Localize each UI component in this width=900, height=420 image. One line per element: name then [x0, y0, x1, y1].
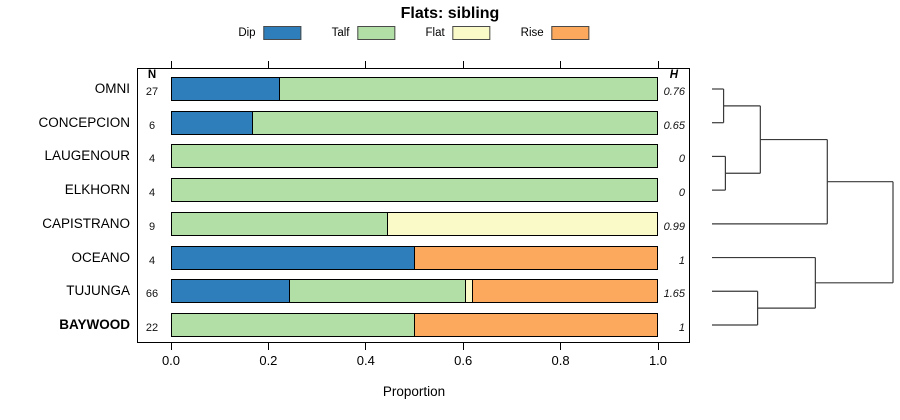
bar-segment-rise — [414, 246, 657, 269]
bar-segment-talf — [172, 313, 415, 336]
axis-tick-bottom — [267, 343, 269, 350]
axis-tick-bottom — [657, 343, 659, 350]
category-label: ELKHORN — [64, 182, 130, 198]
bar-row — [171, 245, 658, 270]
h-value: 1.65 — [663, 288, 685, 301]
category-label: CAPISTRANO — [42, 215, 130, 231]
h-value: 0.76 — [663, 86, 685, 98]
axis-tick-label: 1.0 — [648, 353, 668, 368]
bar-segment-talf — [252, 111, 657, 134]
bar-segment-dip — [172, 280, 290, 303]
h-value: 0 — [678, 153, 685, 166]
h-value: 0.65 — [663, 119, 685, 132]
legend-label: Dip — [238, 27, 256, 39]
legend: Dip Talf Flat Rise — [238, 26, 590, 40]
axis-tick-top — [365, 61, 367, 68]
n-value: 4 — [148, 254, 156, 267]
legend-label: Flat — [425, 27, 445, 39]
bar-segment-talf — [172, 212, 388, 235]
n-value: 27 — [145, 86, 159, 98]
legend-item: Rise — [521, 26, 590, 40]
axis-tick-top — [462, 61, 464, 68]
n-value: 66 — [145, 288, 159, 301]
axis-tick-bottom — [462, 343, 464, 350]
axis-tick-label: 0.8 — [551, 353, 570, 368]
bar-segment-flat — [387, 212, 657, 235]
bar-row — [171, 77, 658, 101]
legend-label: Rise — [520, 27, 544, 39]
axis-tick-top — [267, 61, 269, 68]
legend-item: Flat — [425, 26, 491, 40]
axis-tick-label: 0.4 — [356, 353, 375, 368]
n-value: 9 — [148, 220, 156, 233]
h-column-header: H — [669, 69, 678, 81]
axis-tick-label: 0.2 — [259, 353, 278, 368]
axis-tick-top — [170, 61, 172, 68]
legend-swatch — [263, 26, 302, 40]
legend-item: Talf — [332, 26, 396, 40]
axis-tick-label: 0.6 — [454, 353, 473, 368]
n-value: 6 — [148, 119, 156, 132]
legend-swatch — [551, 26, 590, 40]
bar-segment-dip — [172, 78, 280, 100]
bar-segment-flat — [465, 280, 474, 303]
legend-swatch — [357, 26, 396, 40]
category-label: OMNI — [94, 81, 130, 96]
axis-tick-label: 0.0 — [161, 353, 181, 368]
chart-title: Flats: sibling — [400, 5, 500, 22]
bar-segment-talf — [289, 280, 466, 303]
bar-segment-talf — [279, 78, 657, 100]
n-value: 4 — [148, 153, 156, 166]
bar-segment-rise — [473, 280, 657, 303]
n-value: 4 — [148, 187, 156, 200]
bar-row — [171, 211, 658, 236]
bar-segment-talf — [172, 179, 657, 202]
axis-tick-bottom — [170, 343, 172, 350]
category-label: CONCEPCION — [38, 114, 130, 130]
h-value: 1 — [678, 321, 685, 334]
category-label: LAUGENOUR — [44, 148, 130, 164]
n-value: 22 — [145, 321, 159, 334]
bar-row — [171, 312, 658, 337]
bar-row — [171, 279, 658, 304]
legend-swatch — [452, 26, 491, 40]
h-value: 0.99 — [663, 220, 685, 233]
axis-tick-top — [657, 61, 659, 68]
h-value: 1 — [678, 254, 685, 267]
legend-item: Dip — [238, 26, 302, 40]
n-column-header: N — [147, 69, 157, 81]
legend-label: Talf — [331, 27, 350, 39]
category-label: TUJUNGA — [66, 283, 130, 299]
plot-box — [137, 68, 690, 343]
category-label: BAYWOOD — [59, 316, 130, 332]
bar-segment-dip — [172, 246, 415, 269]
bar-row — [171, 178, 658, 203]
bar-row — [171, 110, 658, 135]
bar-segment-rise — [414, 313, 657, 336]
axis-tick-top — [560, 61, 562, 68]
bar-segment-dip — [172, 111, 253, 134]
category-label: OCEANO — [71, 249, 130, 265]
axis-tick-bottom — [560, 343, 562, 350]
bar-segment-talf — [172, 145, 657, 168]
bar-row — [171, 144, 658, 169]
h-value: 0 — [678, 187, 685, 200]
x-axis-label: Proportion — [382, 384, 446, 399]
axis-tick-bottom — [365, 343, 367, 350]
